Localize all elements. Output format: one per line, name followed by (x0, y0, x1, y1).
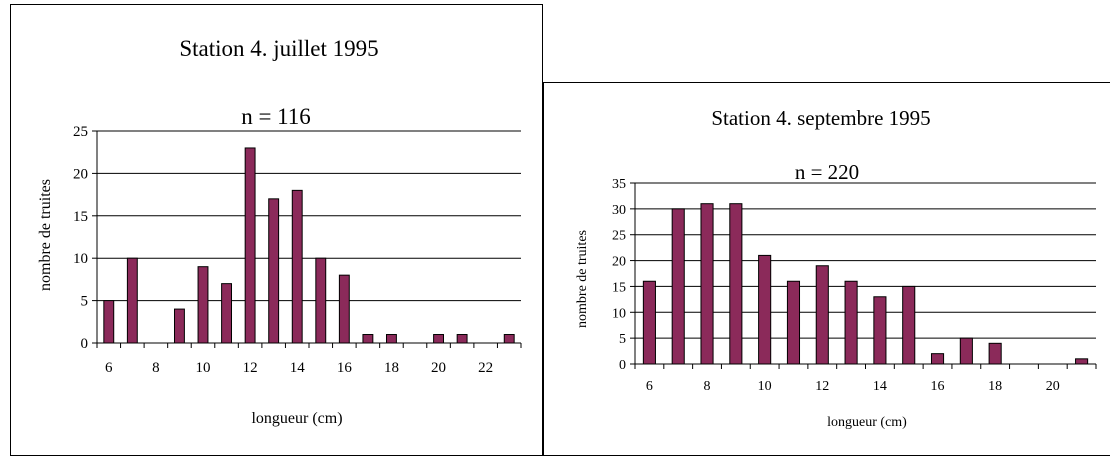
chart-panel-september: Station 4. septembre 1995 n = 220 longue… (543, 82, 1110, 456)
y-tick-label: 25 (73, 124, 88, 140)
y-tick-label: 20 (612, 255, 626, 270)
bar (268, 198, 280, 344)
x-tick-label: 16 (931, 379, 945, 394)
bar (700, 203, 714, 365)
chart-september-svg: Station 4. septembre 1995 n = 220 longue… (575, 106, 1097, 430)
bar (758, 254, 772, 365)
x-tick-label: 6 (646, 379, 653, 394)
x-tick-label: 8 (704, 379, 711, 394)
bar (362, 334, 374, 344)
y-tick-label: 0 (619, 358, 626, 373)
y-tick-label: 10 (73, 251, 88, 267)
chart-title: Station 4. juillet 1995 (179, 36, 378, 61)
x-tick-label: 14 (290, 360, 306, 376)
bar (221, 283, 233, 344)
bar (315, 257, 327, 344)
y-axis-label: nombre de truites (575, 230, 590, 328)
bar (126, 257, 138, 344)
x-tick-label: 20 (1046, 379, 1060, 394)
bar (844, 280, 858, 365)
bar (902, 285, 916, 365)
bar (197, 266, 209, 344)
x-tick-label: 6 (105, 360, 113, 376)
x-axis-label: longueur (cm) (251, 410, 342, 427)
bar (103, 300, 115, 344)
bar (642, 280, 656, 365)
bar (173, 308, 185, 344)
bar (291, 189, 303, 344)
y-tick-label: 5 (81, 294, 89, 310)
y-axis-label: nombre de truites (37, 179, 54, 291)
bar (988, 342, 1002, 365)
bar (815, 265, 829, 365)
x-tick-label: 18 (384, 360, 399, 376)
x-tick-label: 16 (337, 360, 353, 376)
bar (959, 337, 973, 365)
bar (503, 334, 515, 344)
chart-title: Station 4. septembre 1995 (711, 106, 930, 130)
x-tick-label: 12 (243, 360, 258, 376)
plot-area: 0 5 10 15 20 25 6 8 10 12 14 16 18 20 22 (73, 124, 522, 376)
x-axis-label: longueur (cm) (827, 415, 907, 430)
x-tick-label: 10 (758, 379, 772, 394)
x-tick-label: 10 (196, 360, 211, 376)
y-tick-label: 15 (612, 280, 626, 295)
x-tick-label: 22 (478, 360, 493, 376)
bar (1075, 358, 1089, 365)
bar (433, 334, 445, 344)
y-tick-label: 25 (612, 229, 626, 244)
chart-subtitle: n = 116 (241, 104, 311, 129)
bar (729, 203, 743, 365)
bar (244, 147, 256, 344)
bar (456, 334, 468, 344)
chart-subtitle: n = 220 (795, 160, 859, 184)
bar (338, 274, 350, 344)
y-tick-label: 30 (612, 203, 626, 218)
x-tick-label: 8 (152, 360, 160, 376)
y-tick-label: 10 (612, 306, 626, 321)
x-tick-label: 14 (873, 379, 887, 394)
y-tick-label: 20 (73, 166, 88, 182)
bar (786, 280, 801, 365)
bar (873, 296, 887, 365)
chart-panel-july: Station 4. juillet 1995 n = 116 longueur… (10, 4, 543, 456)
x-tick-label: 20 (431, 360, 446, 376)
bar (671, 208, 685, 365)
x-tick-label: 12 (815, 379, 829, 394)
y-tick-label: 5 (619, 332, 626, 347)
chart-july-svg: Station 4. juillet 1995 n = 116 longueur… (37, 36, 522, 427)
bar (385, 334, 397, 344)
plot-area: 0 5 10 15 20 25 30 35 6 8 10 12 14 16 18 20 (612, 177, 1097, 394)
y-tick-label: 15 (73, 209, 88, 225)
y-tick-label: 35 (612, 177, 626, 192)
bar (930, 353, 945, 365)
y-tick-label: 0 (81, 336, 89, 352)
x-tick-label: 18 (988, 379, 1002, 394)
